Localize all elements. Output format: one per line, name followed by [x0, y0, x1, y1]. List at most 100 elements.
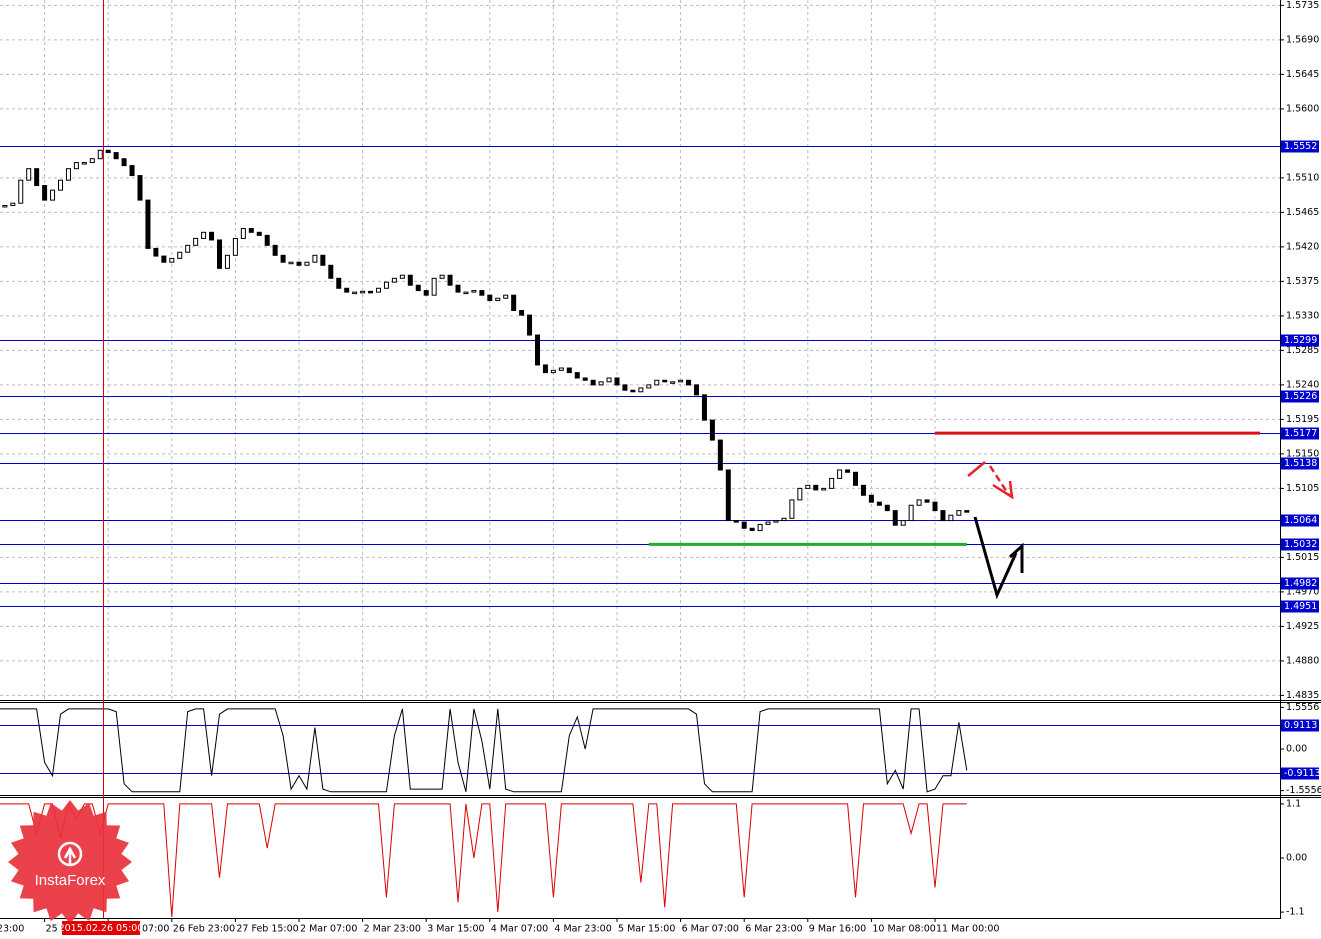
- candle: [892, 510, 898, 526]
- candle: [336, 277, 342, 289]
- candle: [582, 377, 588, 381]
- level-label: 1.5299: [1284, 335, 1317, 346]
- candle: [868, 494, 874, 503]
- candle: [813, 484, 819, 491]
- candle: [73, 162, 79, 170]
- candle: [654, 379, 660, 386]
- level-label: 1.4982: [1284, 578, 1317, 589]
- candle: [264, 234, 270, 246]
- candle: [487, 294, 493, 302]
- x-tick-label: 9 Mar 16:00: [809, 924, 866, 935]
- candle: [622, 384, 628, 391]
- candle: [50, 189, 56, 201]
- candle: [606, 377, 612, 383]
- data-layer: [0, 146, 1280, 918]
- level-label: 1.5177: [1284, 428, 1317, 439]
- y-tick-label: 1.5735: [1286, 0, 1319, 11]
- level-label-box: [1281, 719, 1319, 732]
- y-tick-label: 1.5465: [1286, 207, 1319, 218]
- level-label: 1.5552: [1284, 141, 1317, 152]
- y-tick-label: 1.5600: [1286, 103, 1319, 114]
- candle: [805, 484, 811, 489]
- candle: [876, 501, 882, 506]
- x-tick-label: 4 Mar 07:00: [491, 924, 548, 935]
- y-tick-label: 1.4835: [1286, 690, 1319, 701]
- y-tick-label: 1.5375: [1286, 276, 1319, 287]
- candle: [701, 394, 707, 421]
- candle: [209, 231, 215, 241]
- candle: [431, 277, 437, 296]
- level-label: 1.5138: [1284, 458, 1317, 469]
- x-tick-label: 3 Mar 15:00: [427, 924, 484, 935]
- candle: [423, 290, 429, 296]
- candle: [415, 284, 421, 292]
- candle: [837, 469, 843, 479]
- candle: [455, 284, 461, 293]
- level-label-box: [1281, 577, 1319, 590]
- candle: [328, 264, 334, 279]
- candle: [566, 367, 572, 374]
- y-tick-label: 1.5150: [1286, 448, 1319, 459]
- candle: [630, 389, 636, 393]
- candle: [694, 384, 699, 396]
- candle: [463, 291, 469, 295]
- candle: [81, 162, 87, 165]
- candle: [360, 290, 366, 294]
- candle: [479, 290, 485, 296]
- candle: [312, 254, 318, 263]
- x-tick-label: eb 23:00: [0, 924, 24, 935]
- y-tick-label: 0.00: [1286, 853, 1307, 864]
- candle: [224, 254, 230, 269]
- x-tick-label: 2 Mar 07:00: [300, 924, 357, 935]
- candle: [717, 439, 723, 471]
- candle: [185, 244, 191, 253]
- candle: [574, 372, 580, 379]
- x-tick-label: 07:00: [142, 924, 169, 935]
- level-label-box: [1281, 767, 1319, 780]
- candle: [89, 158, 95, 164]
- candle: [797, 487, 803, 501]
- x-tick-label: 5 Mar 15:00: [618, 924, 675, 935]
- candle: [845, 469, 851, 473]
- level-label-box: [1281, 514, 1319, 527]
- candle: [542, 364, 548, 374]
- y-tick-label: 1.5015: [1286, 552, 1319, 563]
- level-label-box: [1281, 427, 1319, 440]
- candle: [765, 521, 771, 525]
- candle: [964, 510, 970, 513]
- y-tick-label: 1.5105: [1286, 483, 1319, 494]
- candle: [725, 469, 731, 522]
- candle: [503, 294, 509, 299]
- candle: [590, 379, 596, 386]
- candle: [741, 521, 747, 529]
- y-tick-label: 1.1: [1286, 798, 1301, 809]
- candle: [391, 277, 397, 283]
- x-tick-label: 6 Mar 07:00: [682, 924, 739, 935]
- candle: [916, 499, 922, 506]
- arrow-head: [1008, 542, 1024, 573]
- arrow-head: [992, 480, 1014, 500]
- candle: [145, 199, 151, 249]
- x-tick-label: 2 Mar 23:00: [364, 924, 421, 935]
- y-tick-label: 1.5195: [1286, 414, 1319, 425]
- candle: [495, 297, 501, 302]
- candle: [121, 158, 127, 167]
- candle: [193, 237, 199, 246]
- candle: [272, 244, 278, 256]
- watermark-icon: [63, 846, 77, 866]
- y-tick-label: -1.1: [1286, 907, 1305, 918]
- watermark-text: InstaForex: [35, 872, 106, 889]
- candle: [757, 523, 763, 532]
- candle: [113, 152, 119, 160]
- frame-layer: [0, 0, 1321, 919]
- candle: [368, 290, 374, 294]
- candle: [320, 254, 326, 266]
- level-label: 1.5064: [1284, 515, 1317, 526]
- candle: [519, 310, 525, 316]
- candle: [550, 369, 556, 374]
- x-tick-label: 25 F: [46, 924, 67, 935]
- candle: [908, 504, 914, 522]
- candle: [471, 290, 477, 293]
